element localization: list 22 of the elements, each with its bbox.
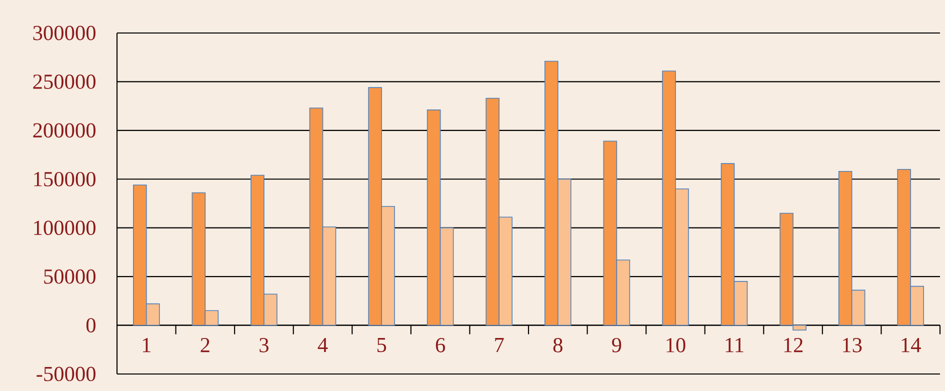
x-tick-label: 7 (495, 338, 504, 352)
x-tick-label: 5 (377, 338, 386, 352)
x-tick-label: 1 (142, 338, 150, 352)
x-tick-label: 6 (436, 338, 446, 352)
x-tick-label: 14 (902, 338, 921, 352)
y-tick-label: 300000 (33, 26, 96, 40)
x-tick-label: 12 (784, 338, 803, 352)
x-tick-label: 11 (726, 338, 744, 352)
y-tick-label: 200000 (33, 123, 96, 138)
y-tick-label: 100000 (34, 220, 96, 236)
x-tick-label: 4 (318, 338, 328, 352)
x-tick-label: 8 (553, 338, 562, 352)
x-tick-label: 9 (612, 338, 622, 352)
x-tick-label: 13 (843, 338, 862, 352)
x-tick-label: 2 (200, 338, 210, 352)
y-tick-label: 50000 (44, 269, 96, 284)
y-tick-label: -50000 (36, 366, 96, 382)
x-tick-label: 3 (260, 338, 268, 352)
y-tick-label: 0 (86, 318, 96, 332)
y-tick-label: 150000 (34, 172, 96, 186)
y-tick-label: 250000 (33, 74, 96, 89)
x-tick-label: 10 (666, 338, 686, 352)
